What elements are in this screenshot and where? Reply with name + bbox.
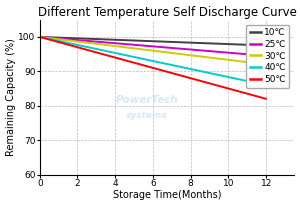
Text: systems: systems <box>126 111 168 120</box>
X-axis label: Storage Time(Months): Storage Time(Months) <box>113 190 221 200</box>
Legend: 10℃, 25℃, 30℃, 40℃, 50℃: 10℃, 25℃, 30℃, 40℃, 50℃ <box>246 25 290 88</box>
Text: PowerTech: PowerTech <box>115 95 178 105</box>
Y-axis label: Remaining Capacity (%): Remaining Capacity (%) <box>6 38 16 156</box>
Title: Different Temperature Self Discharge Curve: Different Temperature Self Discharge Cur… <box>38 6 296 19</box>
